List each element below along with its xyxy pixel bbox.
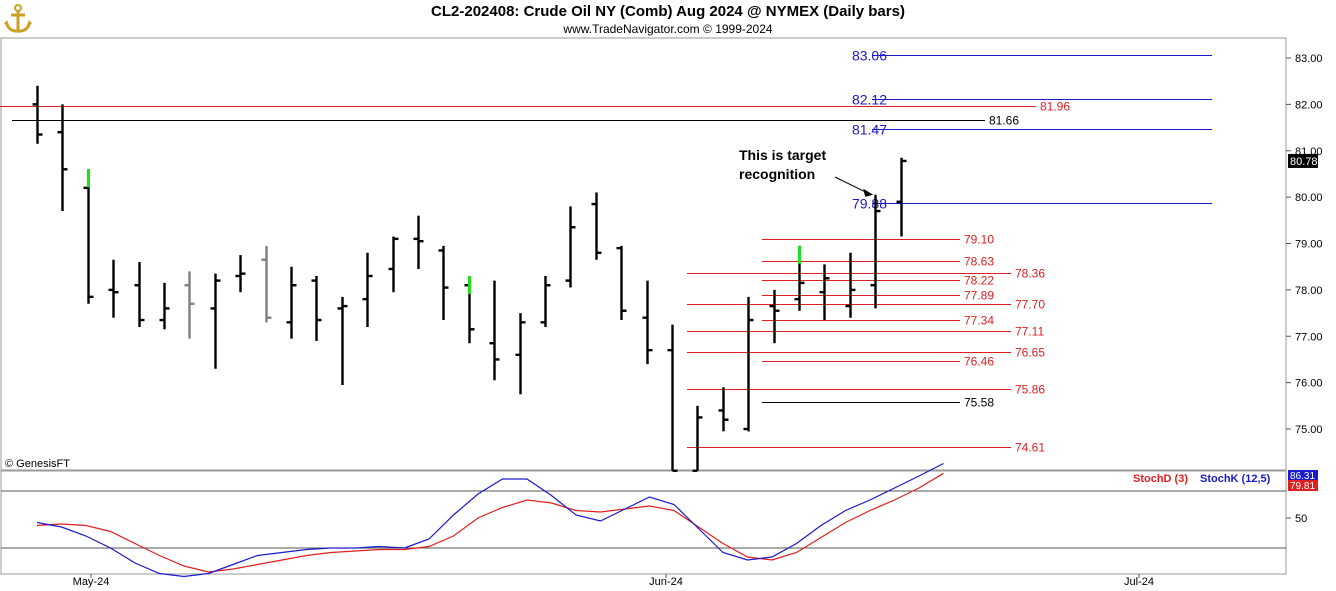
y-tick-label: 75.00	[1295, 424, 1323, 436]
annotation-line-1: This is target	[739, 147, 826, 163]
level-label: 79.88	[852, 196, 887, 212]
x-tick-label: Jun-24	[649, 576, 683, 588]
level-label: 77.89	[964, 289, 994, 303]
level-label: 78.22	[964, 274, 994, 288]
last-price-label: 80.78	[1290, 156, 1318, 168]
chart-title: CL2-202408: Crude Oil NY (Comb) Aug 2024…	[431, 3, 905, 20]
stoch-d-line	[36, 472, 944, 573]
price-panel	[0, 37, 1287, 471]
anchor-logo-icon	[4, 4, 32, 33]
annotation-arrowhead	[863, 188, 874, 197]
stoch-k-badge	[1288, 470, 1318, 481]
level-label: 77.34	[964, 314, 994, 328]
level-label: 81.96	[1040, 100, 1070, 114]
level-label: 74.61	[1015, 441, 1045, 455]
level-label: 76.65	[1015, 346, 1045, 360]
level-label: 77.11	[1015, 325, 1044, 339]
level-label: 79.10	[964, 233, 994, 247]
stoch-d-legend: StochD (3)	[1133, 473, 1188, 485]
stoch-k-line	[36, 462, 944, 578]
last-price-badge	[1288, 153, 1318, 168]
y-tick-label: 78.00	[1295, 285, 1323, 297]
stoch-k-value: 86.31	[1290, 471, 1315, 482]
stoch-y-tick-label: 50	[1295, 513, 1307, 525]
level-label: 77.70	[1015, 298, 1045, 312]
level-label: 81.47	[852, 122, 887, 138]
chart-subtitle: www.TradeNavigator.com © 1999-2024	[563, 22, 773, 36]
level-label: 76.46	[964, 355, 994, 369]
stoch-panel	[0, 470, 1287, 575]
stoch-k-legend: StochK (12,5)	[1200, 473, 1271, 485]
annotation-line-2: recognition	[739, 166, 815, 182]
level-label: 83.06	[852, 48, 887, 64]
y-tick-label: 80.00	[1295, 192, 1323, 204]
stoch-d-badge	[1288, 480, 1318, 491]
watermark: © GenesisFT	[5, 458, 70, 470]
level-label: 75.58	[964, 396, 994, 410]
level-label: 78.63	[964, 255, 994, 269]
level-label: 81.66	[989, 114, 1019, 128]
level-label: 82.12	[852, 92, 887, 108]
y-tick-label: 77.00	[1295, 331, 1323, 343]
y-tick-label: 79.00	[1295, 239, 1323, 251]
y-tick-label: 83.00	[1295, 53, 1323, 65]
annotation-arrow	[834, 176, 868, 194]
y-tick-label: 82.00	[1295, 99, 1323, 111]
level-label: 78.36	[1015, 267, 1045, 281]
stoch-d-value: 79.81	[1290, 481, 1315, 492]
level-label: 75.86	[1015, 383, 1045, 397]
y-tick-label: 76.00	[1295, 378, 1323, 390]
x-tick-label: Jul-24	[1124, 576, 1154, 588]
x-tick-label: May-24	[73, 576, 110, 588]
